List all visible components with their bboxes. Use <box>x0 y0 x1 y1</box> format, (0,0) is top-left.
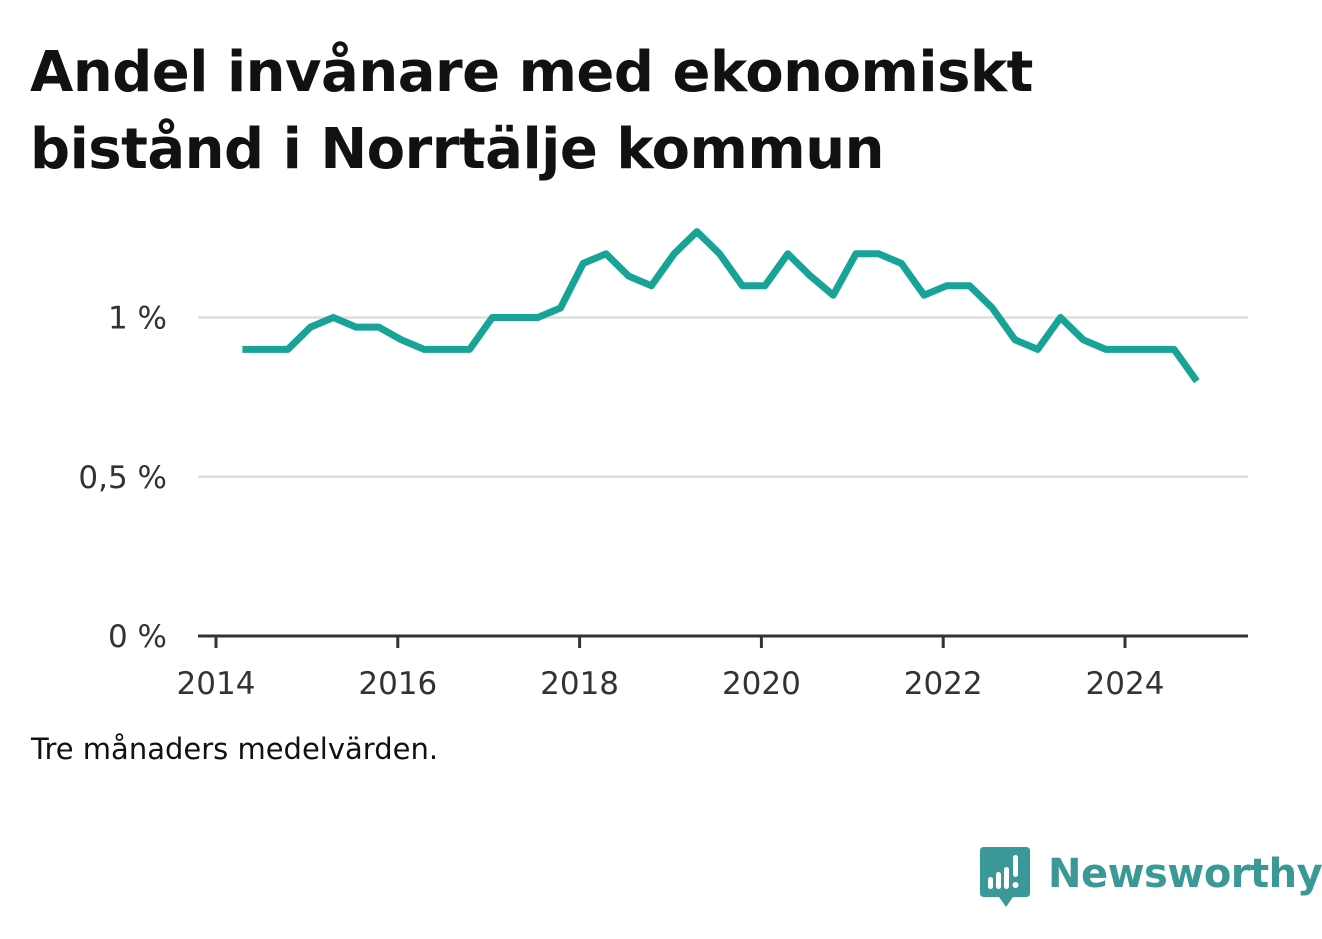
x-tick-label: 2018 <box>540 666 619 702</box>
brand-name: Newsworthy <box>1048 851 1322 897</box>
y-tick-label: 0 % <box>108 619 167 655</box>
gridlines <box>198 316 1248 479</box>
newsworthy-logo-icon <box>980 847 1030 907</box>
brand-logo: Newsworthy <box>980 846 1322 910</box>
series <box>242 228 1200 384</box>
chart-title: Andel invånare med ekonomiskt bistånd i … <box>30 40 1033 182</box>
y-axis-labels: 0 % 0,5 % 1 % <box>78 301 167 655</box>
y-tick-label: 1 % <box>108 301 167 337</box>
x-tick-label: 2024 <box>1086 666 1165 702</box>
y-tick-label: 0,5 % <box>78 460 167 496</box>
x-tick-label: 2014 <box>177 666 256 702</box>
x-tick-label: 2016 <box>358 666 437 702</box>
x-tick-label: 2022 <box>904 666 983 702</box>
x-axis: 2014 2016 2018 2020 2022 2024 <box>177 634 1248 702</box>
chart-note: Tre månaders medelvärden. <box>31 732 439 766</box>
series-line <box>242 228 1200 384</box>
x-tick-label: 2020 <box>722 666 801 702</box>
